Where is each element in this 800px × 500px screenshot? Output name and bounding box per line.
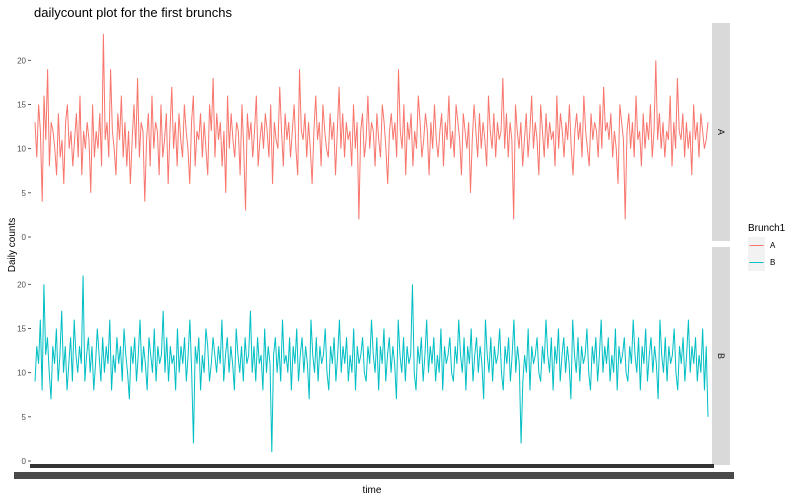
facet-strip-label-B: B: [716, 353, 726, 359]
legend-title: Brunch1: [748, 223, 786, 234]
y-tick-label-A-10: 10: [17, 145, 26, 154]
y-tick-label-A-15: 15: [17, 101, 26, 110]
legend-label-A: A: [770, 241, 776, 250]
facet-strip-B: [712, 247, 730, 465]
facet-strip-A: [712, 23, 730, 241]
x-axis-label: time: [363, 485, 382, 496]
facet-strip-label-A: A: [716, 129, 726, 135]
series-line-A: [34, 33, 709, 220]
y-tick-label-A-5: 5: [22, 189, 27, 198]
y-tick-label-B-0: 0: [22, 457, 27, 466]
y-tick-label-B-5: 5: [22, 413, 27, 422]
x-axis-tick-labels: [14, 472, 734, 479]
y-tick-label-B-10: 10: [17, 369, 26, 378]
series-line-B: [34, 275, 709, 453]
y-axis-ticks: 0 5 10 15 20 0 5 10 15 20: [17, 56, 31, 466]
y-tick-label-B-15: 15: [17, 325, 26, 334]
y-tick-label-A-0: 0: [22, 233, 27, 242]
chart-title: dailycount plot for the first brunchs: [34, 5, 232, 20]
y-axis-label: Daily counts: [7, 218, 18, 272]
x-axis-tick-marks: [30, 464, 714, 468]
legend-label-B: B: [770, 258, 775, 267]
y-tick-label-A-20: 20: [17, 56, 26, 65]
y-tick-label-B-20: 20: [17, 280, 26, 289]
